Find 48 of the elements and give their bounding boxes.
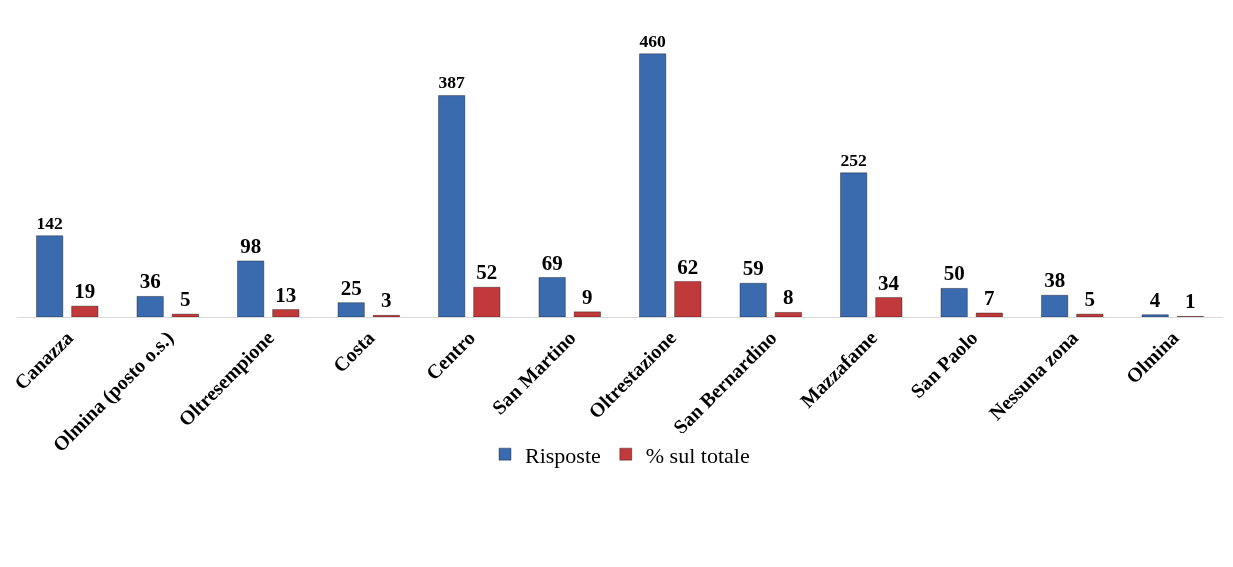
data-label: 387 (438, 72, 466, 93)
data-label: 25 (340, 275, 362, 300)
data-label: 4 (1149, 287, 1161, 312)
data-label: 69 (541, 250, 563, 275)
bar (1040, 294, 1069, 317)
data-label: 19 (74, 279, 96, 304)
bar (774, 311, 803, 317)
bar (337, 302, 365, 317)
data-label: 36 (139, 269, 161, 294)
data-label: 142 (36, 212, 64, 233)
data-label: 98 (240, 233, 262, 258)
bar (839, 172, 868, 317)
bar (940, 287, 968, 317)
bar (35, 235, 64, 317)
data-label: 34 (878, 270, 900, 295)
bar (538, 277, 566, 317)
bar (136, 295, 164, 317)
bar (875, 297, 903, 317)
data-label: 8 (783, 285, 794, 310)
data-label: 5 (1084, 287, 1096, 312)
legend-label: Risposte (525, 442, 601, 468)
data-label: 13 (275, 282, 297, 307)
bar (573, 311, 602, 317)
bar (171, 313, 200, 317)
data-label: 50 (943, 261, 965, 286)
bar (1076, 313, 1104, 317)
bar (1141, 314, 1169, 317)
data-label: 460 (639, 30, 667, 51)
bar (71, 305, 99, 317)
data-label: 9 (582, 284, 593, 309)
data-label: 1 (1185, 289, 1196, 314)
bar (674, 281, 702, 317)
bar (236, 260, 265, 317)
bar (739, 282, 767, 317)
bar (975, 312, 1004, 317)
data-label: 52 (476, 260, 498, 285)
bar (638, 53, 667, 317)
data-label: 252 (840, 149, 868, 170)
bar (437, 95, 466, 317)
bar (272, 309, 300, 317)
data-label: 59 (742, 256, 764, 281)
data-label: 62 (677, 254, 699, 279)
data-label: 3 (381, 288, 392, 313)
data-label: 38 (1044, 268, 1066, 293)
legend-label: % sul totale (645, 442, 750, 468)
data-label: 5 (180, 287, 191, 312)
bar (473, 286, 501, 317)
data-label: 7 (984, 286, 995, 310)
